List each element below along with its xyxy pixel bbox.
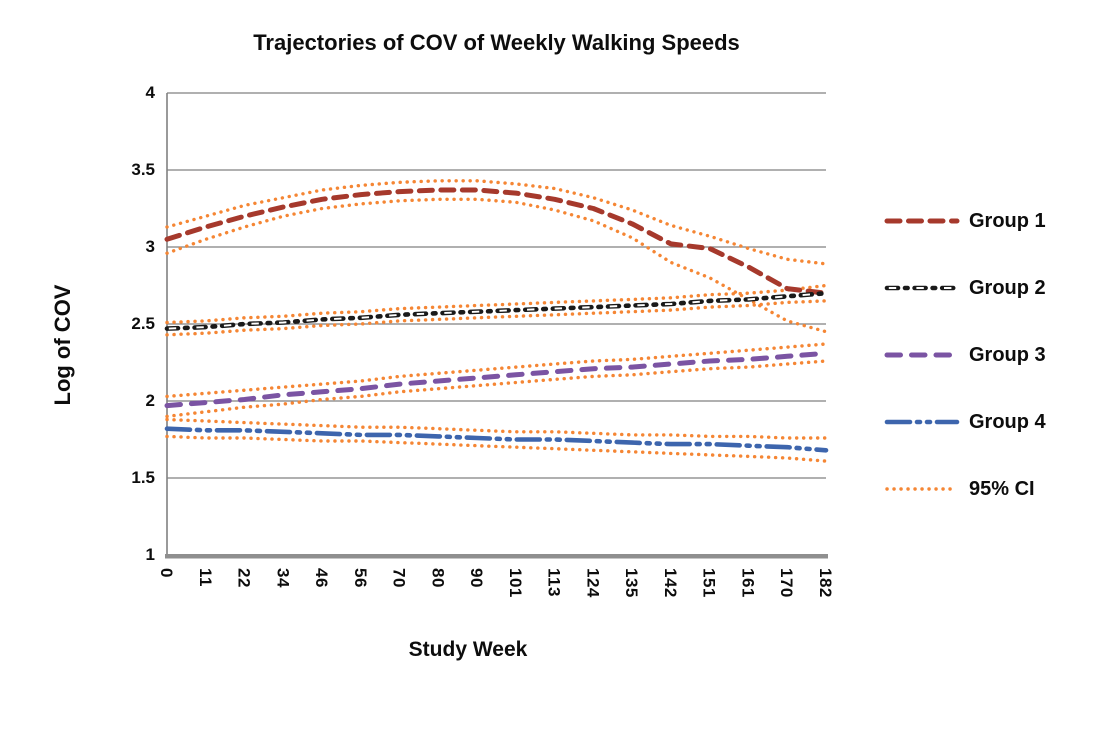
ci-upper-1 (165, 179, 828, 266)
legend-item-group3: Group 3 (884, 339, 1099, 371)
legend-item-group4: Group 4 (884, 406, 1099, 438)
ci-lower-2 (165, 299, 828, 337)
x-tick-label-46: 46 (312, 568, 332, 588)
x-tick-label-151: 151 (699, 568, 719, 598)
legend-item-ci: 95% CI (884, 473, 1099, 505)
legend-item-group2: Group 2 (884, 272, 1099, 304)
ci-upper-4 (165, 417, 828, 440)
legend-label-group3: Group 3 (969, 343, 1046, 366)
x-axis-line (165, 554, 828, 559)
x-tick-label-80: 80 (428, 568, 448, 588)
ci-lower-3 (165, 359, 828, 419)
ci-lower-4 (165, 434, 828, 463)
legend-item-group1: Group 1 (884, 205, 1099, 237)
y-tick-label-2.5: 2.5 (131, 314, 155, 333)
x-tick-label-113: 113 (544, 568, 564, 597)
x-tick-label-56: 56 (350, 568, 370, 588)
x-axis-title: Study Week (408, 638, 528, 661)
series-line-group-3 (164, 350, 829, 409)
ci-upper-3 (165, 342, 828, 399)
y-tick-label-3.5: 3.5 (131, 160, 155, 179)
legend-label-ci: 95% CI (969, 477, 1035, 500)
legend-swatch-group3-line-sample (884, 348, 960, 362)
legend-label-group1: Group 1 (969, 209, 1046, 232)
legend-label-group4: Group 4 (969, 410, 1046, 433)
x-tick-label-22: 22 (234, 568, 254, 588)
x-tick-label-170: 170 (777, 568, 797, 598)
x-tick-label-124: 124 (583, 568, 603, 598)
x-tick-label-90: 90 (467, 568, 487, 588)
series-line-group-2 (164, 290, 829, 331)
legend-swatch-group4-line-sample (884, 415, 960, 429)
x-tick-label-161: 161 (738, 568, 758, 598)
x-tick-label-101: 101 (505, 568, 525, 598)
series-line-group-1 (164, 187, 829, 296)
y-tick-label-1.5: 1.5 (131, 468, 155, 487)
x-tick-label-70: 70 (389, 568, 409, 588)
legend-swatch-group1-line-sample (884, 214, 960, 228)
y-tick-label-4: 4 (145, 83, 155, 102)
series-line-group-4 (164, 426, 829, 453)
chart-title: Trajectories of COV of Weekly Walking Sp… (253, 30, 740, 55)
chart-legend: Group 1 Group 2 Group 3 Group 4 95% CI (884, 205, 1099, 540)
x-tick-label-135: 135 (622, 568, 642, 598)
x-tick-label-142: 142 (660, 568, 680, 598)
x-tick-label-0: 0 (157, 568, 176, 578)
legend-swatch-group2-line-sample (884, 281, 960, 295)
legend-label-group2: Group 2 (969, 276, 1046, 299)
x-tick-label-11: 11 (195, 568, 215, 587)
y-tick-label-3: 3 (145, 237, 155, 256)
x-tick-label-34: 34 (273, 568, 293, 588)
y-tick-label-2: 2 (145, 391, 155, 410)
y-tick-label-1: 1 (145, 545, 155, 564)
legend-swatch-ci-line-sample (884, 482, 960, 496)
ci-upper-2 (165, 283, 828, 325)
ci-lower-1 (165, 197, 828, 334)
x-tick-label-182: 182 (816, 568, 835, 598)
